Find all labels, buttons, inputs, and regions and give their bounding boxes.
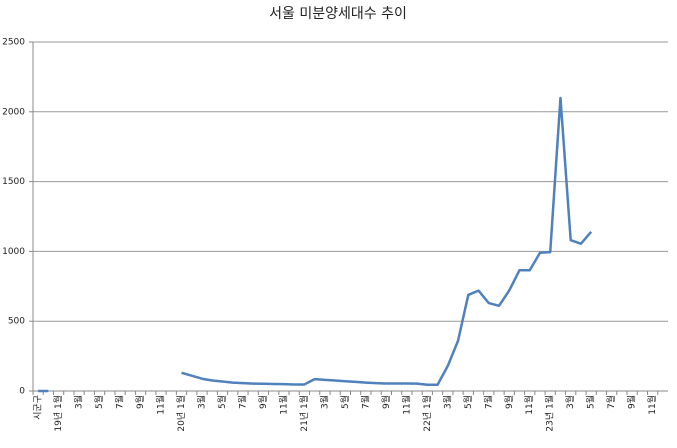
x-tick-label: 11월 bbox=[155, 395, 167, 415]
x-tick-label: 23년 1월 bbox=[544, 395, 556, 432]
x-tick-label: 9월 bbox=[503, 395, 515, 409]
x-tick-label: 3월 bbox=[73, 395, 85, 409]
x-tick-label: 3월 bbox=[441, 395, 453, 409]
x-tick-label: 11월 bbox=[277, 395, 289, 415]
x-tick-label: 3월 bbox=[195, 395, 207, 409]
x-tick-label: 3월 bbox=[564, 395, 576, 409]
x-tick-label: 시군구 bbox=[33, 395, 44, 420]
x-tick-label: 9월 bbox=[626, 395, 638, 409]
x-tick-label: 11월 bbox=[400, 395, 412, 415]
x-tick-label: 3월 bbox=[318, 395, 330, 409]
chart-title: 서울 미분양세대수 추이 bbox=[269, 6, 407, 22]
x-tick-label: 21년 1월 bbox=[298, 395, 310, 432]
y-tick-label: 1500 bbox=[2, 177, 25, 187]
x-tick-label: 5월 bbox=[93, 395, 105, 409]
x-tick-label: 5월 bbox=[216, 395, 228, 409]
y-tick-label: 500 bbox=[8, 317, 25, 327]
x-tick-label: 5월 bbox=[585, 395, 597, 409]
x-tick-label: 19년 1월 bbox=[52, 395, 64, 432]
x-tick-label: 7월 bbox=[359, 395, 371, 409]
x-tick-label: 5월 bbox=[462, 395, 474, 409]
y-tick-label: 0 bbox=[19, 387, 25, 397]
x-tick-label: 20년 1월 bbox=[175, 395, 187, 432]
x-tick-label: 9월 bbox=[134, 395, 146, 409]
y-tick-label: 2500 bbox=[2, 38, 25, 48]
x-tick-label: 22년 1월 bbox=[421, 395, 433, 432]
x-tick-label: 11월 bbox=[523, 395, 535, 415]
x-tick-label: 9월 bbox=[380, 395, 392, 409]
data-line bbox=[38, 96, 593, 393]
x-tick-label: 7월 bbox=[114, 395, 126, 409]
x-tick-label: 7월 bbox=[236, 395, 248, 409]
x-tick-label: 7월 bbox=[482, 395, 494, 409]
x-tick-label: 7월 bbox=[605, 395, 617, 409]
y-tick-label: 2000 bbox=[2, 107, 25, 117]
x-tick-label: 11월 bbox=[646, 395, 658, 415]
x-tick-label: 5월 bbox=[339, 395, 351, 409]
x-tick-label: 9월 bbox=[257, 395, 269, 409]
y-tick-label: 1000 bbox=[2, 247, 25, 257]
